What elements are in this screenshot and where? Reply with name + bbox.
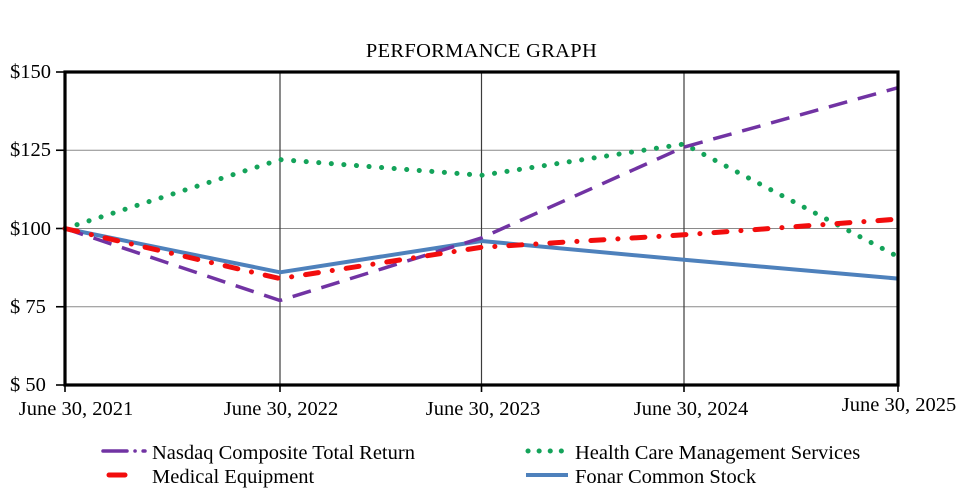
legend-marker-solid-icon <box>524 464 570 491</box>
series-line-medical-equipment <box>62 216 901 282</box>
legend-item-fonar: Fonar Common Stock <box>524 465 756 489</box>
series-line-nasdaq-composite-total-return <box>64 86 899 303</box>
x-axis-tick-label: June 30, 2022 <box>223 398 339 420</box>
legend-label: Health Care Management Services <box>575 442 861 464</box>
legend-marker-thick-dash-icon <box>101 464 147 491</box>
x-axis-tick-label: June 30, 2025 <box>841 394 957 416</box>
legend-label: Medical Equipment <box>152 466 315 488</box>
legend-item-nasdaq: Nasdaq Composite Total Return <box>101 441 415 465</box>
x-axis-tick-label: June 30, 2021 <box>18 398 134 420</box>
y-axis-tick-label: $125 <box>10 139 51 162</box>
x-axis-tick-label: June 30, 2024 <box>633 398 749 420</box>
y-axis-tick-label: $ 50 <box>10 374 46 396</box>
legend-marker-dotted-icon <box>524 440 570 467</box>
y-axis-tick-label: $150 <box>10 61 51 83</box>
y-axis-tick-label: $100 <box>10 217 51 240</box>
plot-border <box>63 70 900 387</box>
chart-title: PERFORMANCE GRAPH <box>365 40 598 62</box>
legend-label: Fonar Common Stock <box>575 466 757 488</box>
x-axis-tick-label: June 30, 2023 <box>425 398 541 420</box>
legend-marker-dash-dot-icon <box>101 440 147 467</box>
legend-item-medical-equipment: Medical Equipment <box>101 465 314 489</box>
legend-label: Nasdaq Composite Total Return <box>152 442 415 464</box>
series-line-health-care-management-services <box>62 141 901 260</box>
legend-item-health-care: Health Care Management Services <box>524 441 860 465</box>
series-line-fonar-common-stock <box>64 226 899 281</box>
y-axis-tick-label: $ 75 <box>10 295 46 318</box>
